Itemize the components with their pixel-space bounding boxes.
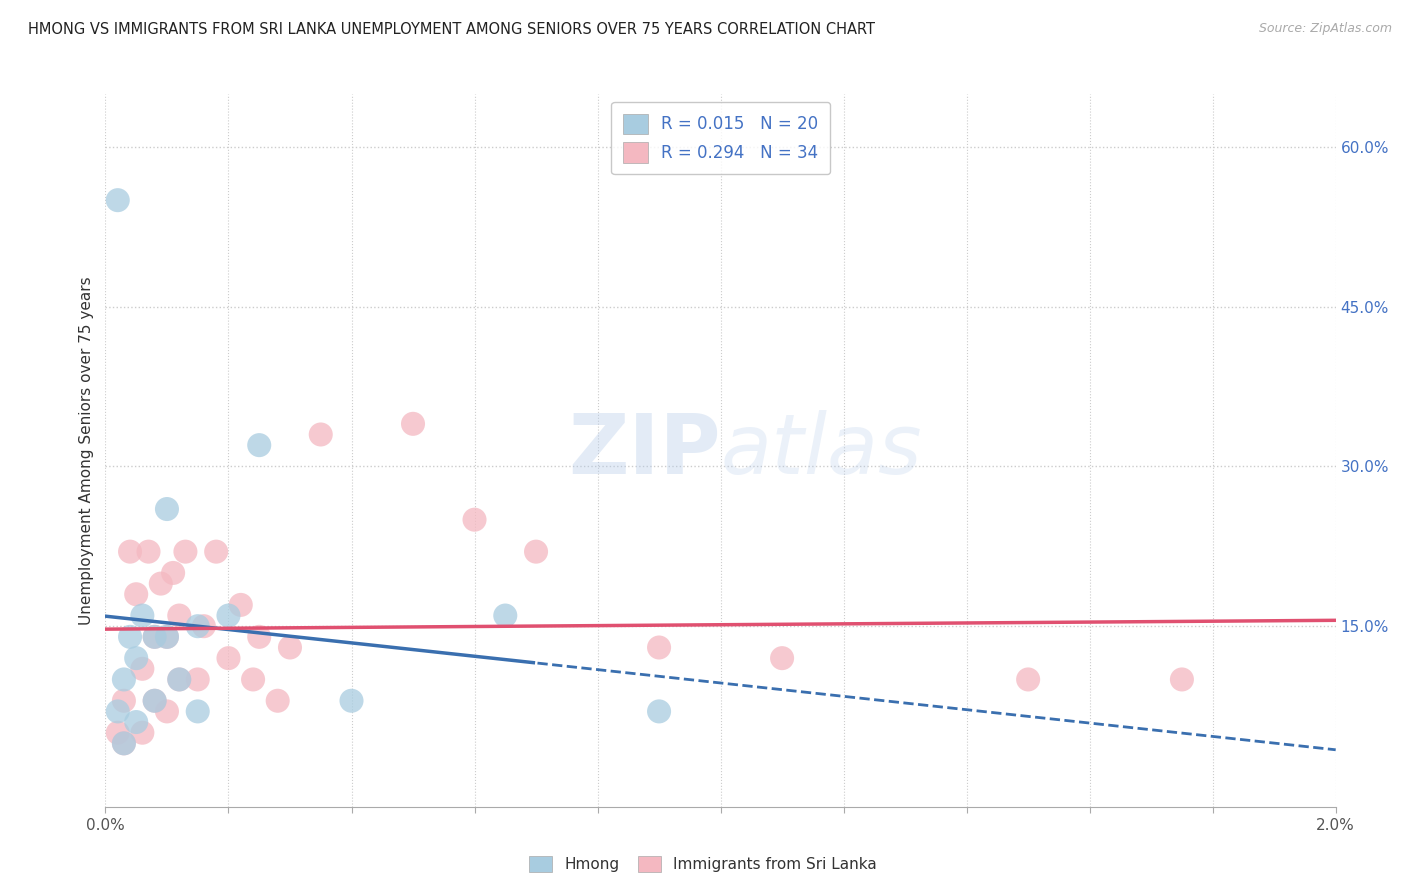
Point (229, 598, 252, 612)
Point (143, 630, 166, 644)
Point (247, 630, 270, 644)
Point (107, 725, 129, 739)
Point (169, 673, 191, 687)
Point (138, 544, 160, 558)
Point (112, 673, 135, 687)
Point (156, 705, 179, 719)
Point (143, 694, 166, 708)
Point (156, 630, 179, 644)
Point (464, 513, 486, 527)
Point (278, 640, 301, 655)
Point (131, 725, 153, 739)
Point (125, 714, 148, 729)
Point (143, 630, 166, 644)
Point (107, 193, 129, 207)
Point (131, 608, 153, 623)
Legend: R = 0.015   N = 20, R = 0.294   N = 34: R = 0.015 N = 20, R = 0.294 N = 34 (612, 102, 830, 174)
Point (402, 417, 425, 431)
Point (174, 544, 197, 558)
Point (131, 662, 153, 676)
Text: HMONG VS IMMIGRANTS FROM SRI LANKA UNEMPLOYMENT AMONG SENIORS OVER 75 YEARS CORR: HMONG VS IMMIGRANTS FROM SRI LANKA UNEMP… (28, 22, 875, 37)
Point (242, 673, 264, 687)
Point (340, 694, 363, 708)
Point (218, 608, 240, 623)
Point (648, 705, 671, 719)
Point (169, 608, 191, 623)
Point (494, 608, 516, 623)
Point (112, 736, 135, 750)
Point (149, 576, 172, 591)
Legend: Hmong, Immigrants from Sri Lanka: Hmong, Immigrants from Sri Lanka (522, 848, 884, 880)
Point (187, 673, 209, 687)
Point (125, 587, 148, 601)
Text: Source: ZipAtlas.com: Source: ZipAtlas.com (1258, 22, 1392, 36)
Point (193, 619, 215, 633)
Text: ZIP: ZIP (568, 410, 721, 491)
Point (524, 544, 547, 558)
Point (143, 694, 166, 708)
Point (125, 651, 148, 665)
Point (112, 694, 135, 708)
Point (247, 438, 270, 452)
Point (107, 705, 129, 719)
Point (267, 694, 290, 708)
Point (156, 630, 179, 644)
Point (169, 673, 191, 687)
Point (218, 651, 240, 665)
Point (1017, 673, 1039, 687)
Point (309, 427, 332, 442)
Point (156, 502, 179, 516)
Point (112, 736, 135, 750)
Point (648, 640, 671, 655)
Point (162, 566, 184, 580)
Point (120, 630, 141, 644)
Point (187, 619, 209, 633)
Y-axis label: Unemployment Among Seniors over 75 years: Unemployment Among Seniors over 75 years (79, 277, 94, 624)
Point (1171, 673, 1194, 687)
Point (205, 544, 228, 558)
Point (770, 651, 793, 665)
Text: atlas: atlas (721, 410, 922, 491)
Point (187, 705, 209, 719)
Point (120, 544, 141, 558)
